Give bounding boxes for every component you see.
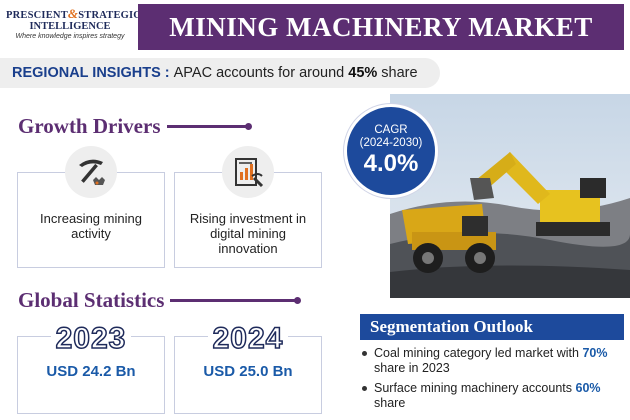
- title-banner: MINING MACHINERY MARKET: [138, 4, 624, 50]
- logo-line-1: PRESCIENT&STRATEGIC: [6, 6, 141, 22]
- growth-drivers-heading: Growth Drivers: [18, 114, 252, 139]
- logo-ampersand: &: [67, 6, 79, 21]
- mining-machinery-photo: [390, 94, 630, 298]
- segmentation-outlook-title: Segmentation Outlook: [370, 317, 533, 336]
- segmentation-list: Coal mining category led market with 70%…: [360, 346, 626, 416]
- company-logo: PRESCIENT&STRATEGIC INTELLIGENCE Where k…: [6, 6, 141, 48]
- segmentation-text: share: [374, 396, 406, 410]
- regional-insights-bar: REGIONAL INSIGHTS : APAC accounts for ar…: [0, 58, 440, 88]
- stat-value: USD 24.2 Bn: [46, 363, 136, 380]
- cagr-value: 4.0%: [363, 150, 419, 177]
- cagr-period: (2024-2030): [359, 137, 423, 149]
- growth-drivers-title: Growth Drivers: [18, 114, 161, 138]
- logo-word-prescient: PRESCIENT: [6, 10, 68, 21]
- logo-line-2: INTELLIGENCE: [29, 21, 111, 32]
- driver-card-text: Rising investment in digital mining inno…: [189, 211, 307, 256]
- global-statistics-title: Global Statistics: [18, 288, 165, 312]
- regional-insights-suffix: share: [381, 65, 418, 81]
- stat-year: 2023: [18, 321, 164, 356]
- document-chart-icon: [222, 146, 274, 198]
- cagr-label: CAGR: [374, 124, 408, 136]
- segmentation-text: share in 2023: [374, 361, 450, 375]
- stat-card-2024: 2024 USD 25.0 Bn: [174, 321, 322, 414]
- global-statistics-heading: Global Statistics: [18, 288, 302, 313]
- segmentation-item-coal: Coal mining category led market with 70%…: [360, 346, 626, 376]
- segmentation-text: Surface mining machinery accounts: [374, 381, 573, 395]
- driver-card-text: Increasing mining activity: [40, 211, 142, 241]
- regional-insights-label: REGIONAL INSIGHTS :: [12, 65, 170, 81]
- segmentation-text: Coal mining category led market with: [374, 346, 579, 360]
- logo-tagline: Where knowledge inspires strategy: [15, 33, 125, 40]
- regional-insights-text: APAC accounts for around: [173, 65, 345, 81]
- cagr-badge: CAGR (2024-2030) 4.0%: [344, 104, 438, 198]
- pickaxe-icon: [65, 146, 117, 198]
- segmentation-item-surface: Surface mining machinery accounts 60% sh…: [360, 381, 626, 411]
- heading-underline: [166, 123, 252, 130]
- segmentation-percent: 70%: [582, 346, 608, 360]
- segmentation-percent: 60%: [575, 381, 601, 395]
- logo-word-strategic: STRATEGIC: [78, 10, 142, 21]
- stat-card-2023: 2023 USD 24.2 Bn: [17, 321, 165, 414]
- heading-underline: [170, 297, 302, 304]
- stat-year: 2024: [175, 321, 321, 356]
- segmentation-outlook-heading: Segmentation Outlook: [360, 314, 624, 340]
- page-title: MINING MACHINERY MARKET: [169, 11, 593, 42]
- regional-insights-value: 45%: [348, 65, 378, 81]
- stat-value: USD 25.0 Bn: [203, 363, 293, 380]
